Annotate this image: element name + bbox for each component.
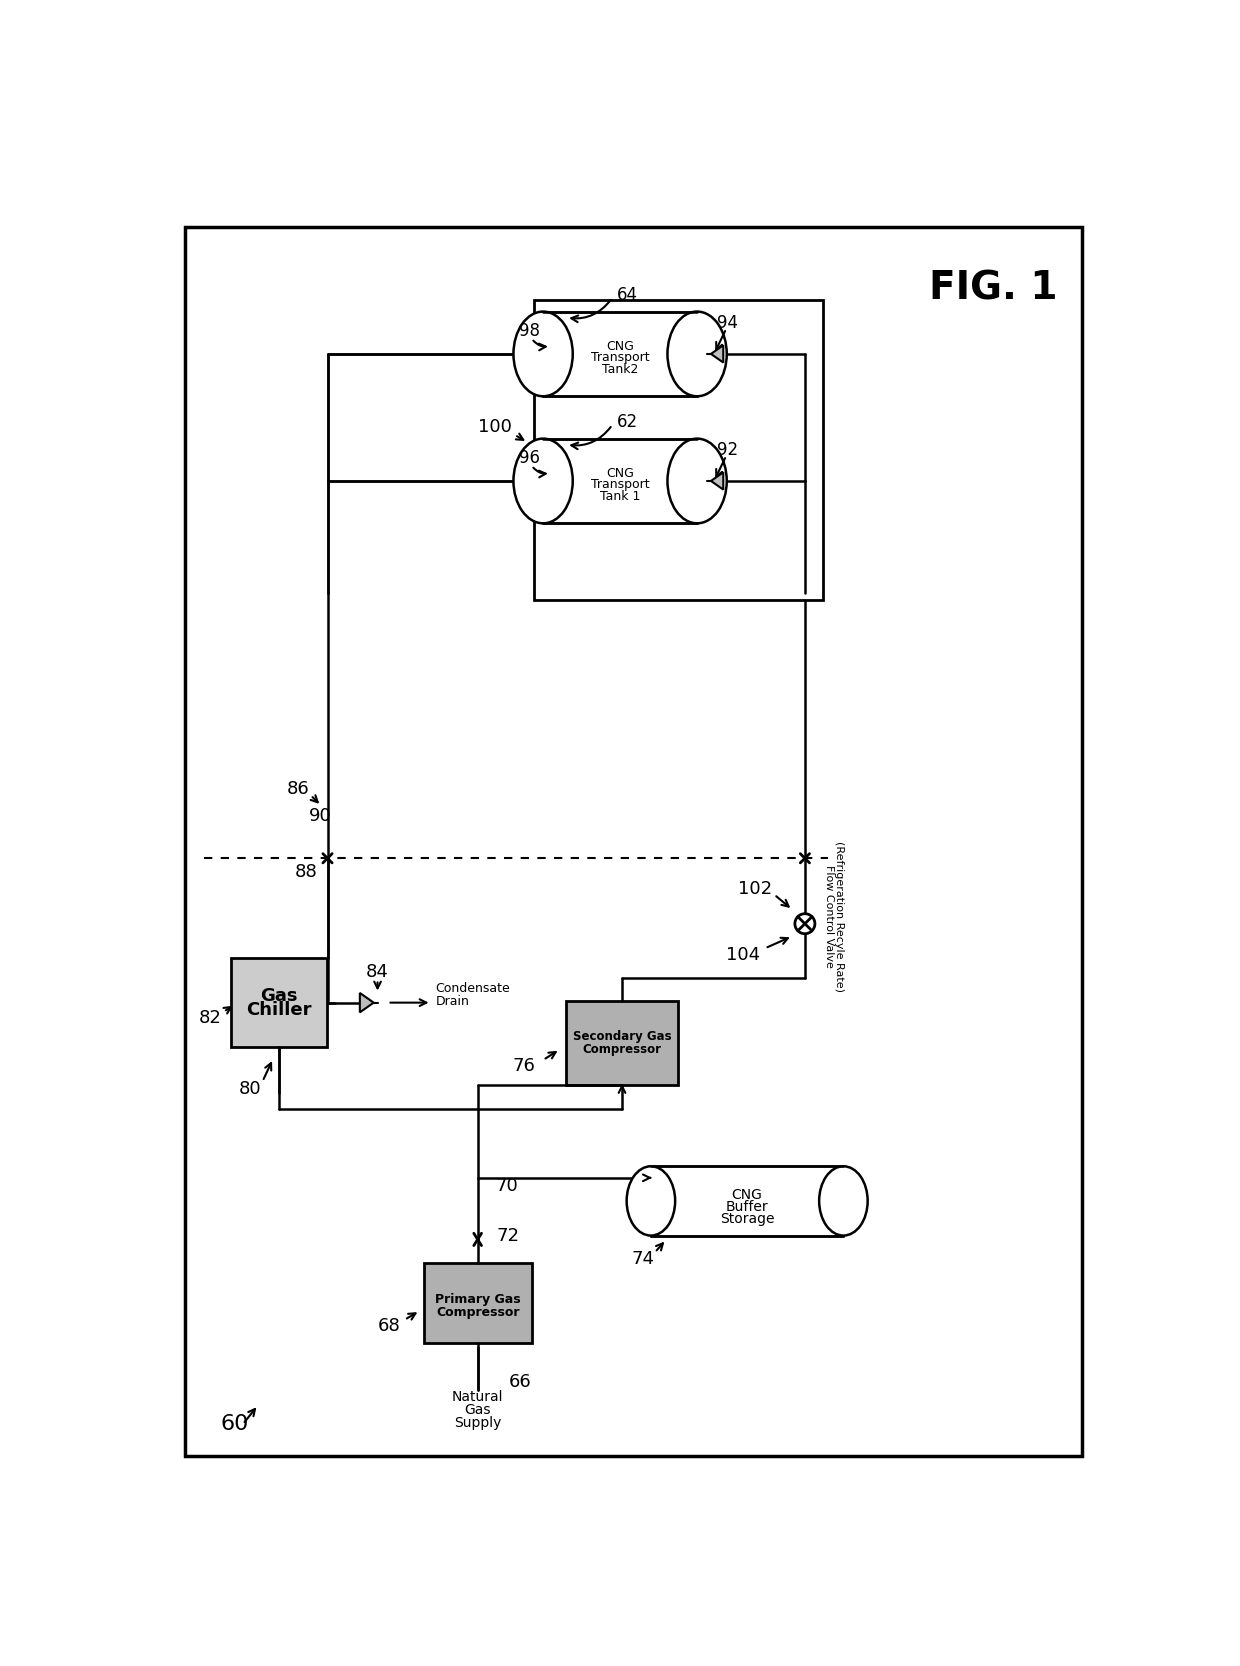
Text: 64: 64 — [618, 285, 639, 303]
Text: Flow Control Valve: Flow Control Valve — [825, 865, 835, 968]
Bar — [231, 958, 327, 1046]
Text: 100: 100 — [479, 418, 512, 436]
Text: 84: 84 — [366, 963, 389, 981]
Text: 66: 66 — [508, 1373, 532, 1391]
Bar — [651, 1166, 843, 1236]
Text: 68: 68 — [378, 1318, 401, 1334]
Text: Buffer: Buffer — [725, 1200, 769, 1215]
Polygon shape — [711, 345, 723, 363]
Bar — [543, 438, 697, 523]
Text: 62: 62 — [618, 413, 639, 431]
Text: 98: 98 — [518, 322, 539, 340]
Ellipse shape — [513, 312, 573, 397]
Ellipse shape — [513, 438, 573, 523]
Ellipse shape — [667, 438, 727, 523]
Bar — [534, 300, 822, 600]
Bar — [424, 1263, 532, 1343]
Text: CNG: CNG — [606, 466, 634, 480]
Text: Primary Gas: Primary Gas — [435, 1293, 521, 1306]
Text: FIG. 1: FIG. 1 — [929, 270, 1058, 308]
Text: 74: 74 — [631, 1250, 655, 1268]
Ellipse shape — [667, 312, 727, 397]
Text: 104: 104 — [727, 946, 760, 963]
Text: Compressor: Compressor — [436, 1306, 520, 1319]
Text: Supply: Supply — [454, 1416, 501, 1431]
Text: Compressor: Compressor — [583, 1043, 661, 1056]
Text: Transport: Transport — [590, 478, 650, 491]
Text: 80: 80 — [239, 1080, 262, 1098]
Text: Transport: Transport — [590, 352, 650, 365]
Text: Drain: Drain — [435, 995, 469, 1008]
Text: (Refrigeration Recyle Rate): (Refrigeration Recyle Rate) — [835, 841, 844, 991]
Text: Storage: Storage — [720, 1213, 775, 1226]
Text: 92: 92 — [717, 441, 739, 460]
Text: Natural: Natural — [451, 1389, 503, 1404]
Text: CNG: CNG — [606, 340, 634, 353]
Ellipse shape — [820, 1166, 868, 1236]
Polygon shape — [711, 473, 723, 490]
Text: Chiller: Chiller — [247, 1001, 312, 1020]
Text: 102: 102 — [738, 880, 773, 898]
Text: 70: 70 — [496, 1176, 518, 1195]
Bar — [567, 1001, 678, 1086]
Text: 60: 60 — [221, 1414, 249, 1434]
Ellipse shape — [626, 1166, 675, 1236]
Text: Gas: Gas — [465, 1403, 491, 1418]
Text: 96: 96 — [518, 448, 539, 466]
Text: CNG: CNG — [732, 1188, 763, 1201]
Text: 94: 94 — [718, 315, 738, 332]
Text: 72: 72 — [497, 1226, 520, 1245]
Polygon shape — [360, 993, 373, 1013]
Text: 82: 82 — [198, 1010, 221, 1026]
Text: 88: 88 — [295, 863, 317, 881]
Circle shape — [795, 913, 815, 933]
Bar — [543, 312, 697, 397]
Text: 90: 90 — [309, 806, 331, 825]
Text: Tank2: Tank2 — [601, 363, 639, 377]
Text: 76: 76 — [512, 1058, 536, 1075]
Text: Secondary Gas: Secondary Gas — [573, 1030, 671, 1043]
Text: Gas: Gas — [260, 988, 298, 1006]
Text: Tank 1: Tank 1 — [600, 490, 640, 503]
Text: Condensate: Condensate — [435, 983, 510, 995]
Text: 86: 86 — [286, 780, 310, 798]
